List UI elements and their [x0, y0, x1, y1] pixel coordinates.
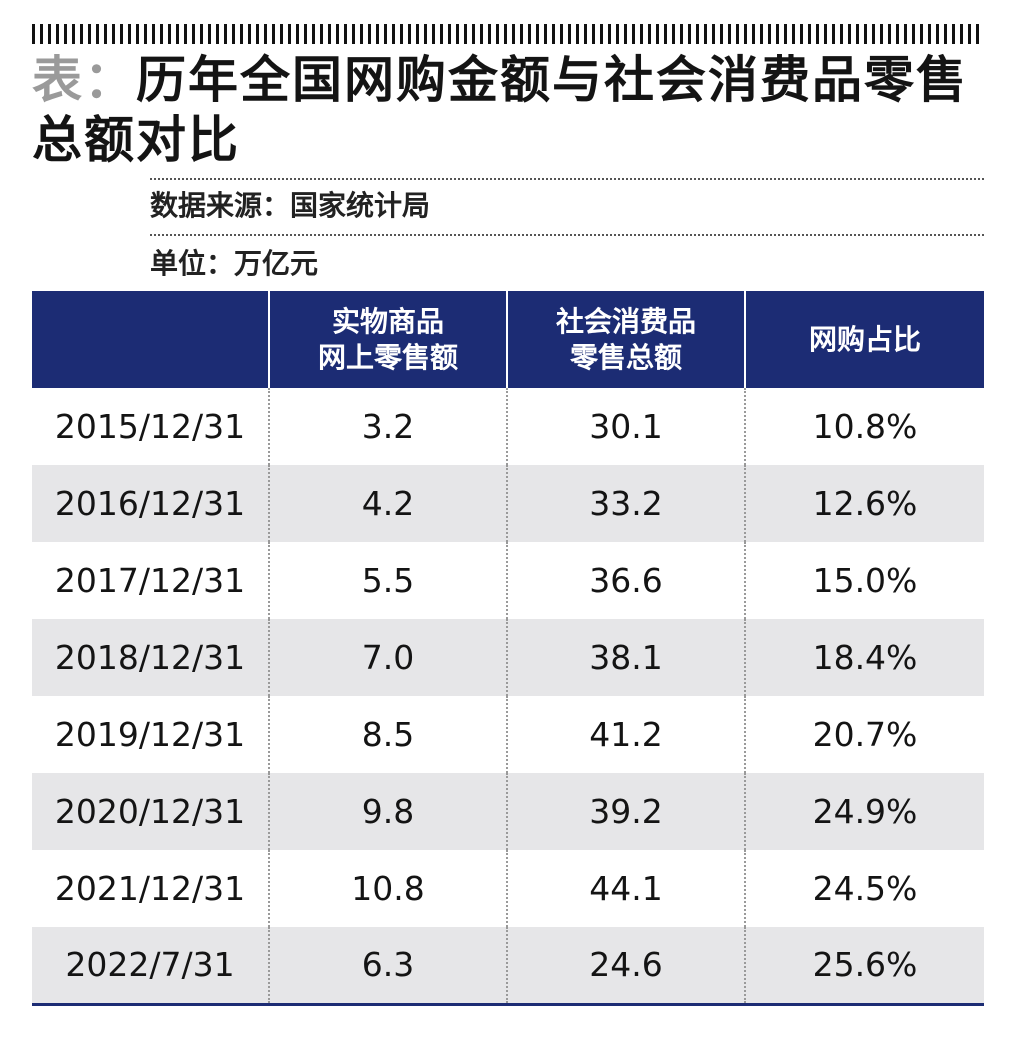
online-share-cell: 12.6%	[744, 465, 984, 542]
column-header-online-retail: 实物商品 网上零售额	[268, 291, 507, 388]
table-header-row: 实物商品 网上零售额 社会消费品 零售总额 网购占比	[32, 291, 984, 388]
total-retail-cell: 33.2	[506, 465, 745, 542]
total-retail-cell: 24.6	[506, 927, 745, 1004]
header-label-line: 网上零售额	[317, 340, 458, 374]
date-cell: 2017/12/31	[54, 561, 246, 600]
total-retail-cell: 44.1	[506, 850, 745, 927]
column-header-total-retail: 社会消费品 零售总额	[506, 291, 745, 388]
online-retail-cell: 6.3	[268, 927, 507, 1004]
table-row: 2020/12/31 9.8 39.2 24.9%	[32, 773, 984, 850]
data-table: 实物商品 网上零售额 社会消费品 零售总额 网购占比 2015/12/31 3.2 30.1…	[32, 291, 984, 1006]
total-retail-cell: 30.1	[506, 388, 745, 465]
total-retail-cell: 38.1	[506, 619, 745, 696]
online-share-cell: 10.8%	[744, 388, 984, 465]
online-share-cell: 25.6%	[744, 927, 984, 1004]
table-row: 2018/12/31 7.0 38.1 18.4%	[32, 619, 984, 696]
online-retail-cell: 10.8	[268, 850, 507, 927]
title-text: 历年全国网购金额与社会消费品零售总额对比	[32, 51, 968, 169]
date-cell: 2016/12/31	[54, 484, 246, 523]
online-retail-cell: 9.8	[268, 773, 507, 850]
date-cell: 2021/12/31	[54, 869, 246, 908]
source-note: 数据来源：国家统计局	[150, 189, 431, 222]
table-row: 2017/12/31 5.5 36.6 15.0%	[32, 542, 984, 619]
table-row: 2015/12/31 3.2 30.1 10.8%	[32, 388, 984, 465]
online-retail-cell: 7.0	[268, 619, 507, 696]
decorative-barcode-strip	[32, 24, 984, 44]
header-label-line: 零售总额	[569, 340, 682, 374]
online-retail-cell: 8.5	[268, 696, 507, 773]
date-cell: 2019/12/31	[54, 715, 246, 754]
online-retail-cell: 5.5	[268, 542, 507, 619]
online-retail-cell: 3.2	[268, 388, 507, 465]
column-header-date	[32, 291, 269, 388]
table-row: 2021/12/31 10.8 44.1 24.5%	[32, 850, 984, 927]
online-retail-cell: 4.2	[268, 465, 507, 542]
online-share-cell: 24.9%	[744, 773, 984, 850]
total-retail-cell: 36.6	[506, 542, 745, 619]
divider	[150, 178, 984, 180]
column-header-online-share: 网购占比	[744, 291, 984, 388]
date-cell: 2015/12/31	[54, 407, 246, 446]
date-cell: 2022/7/31	[65, 945, 235, 985]
unit-note: 单位：万亿元	[150, 247, 319, 280]
online-share-cell: 24.5%	[744, 850, 984, 927]
header-label-line: 社会消费品	[555, 304, 696, 338]
total-retail-cell: 39.2	[506, 773, 745, 850]
date-cell: 2020/12/31	[54, 792, 246, 831]
chart-title: 表：历年全国网购金额与社会消费品零售总额对比	[32, 50, 984, 170]
table-row: 2019/12/31 8.5 41.2 20.7%	[32, 696, 984, 773]
title-prefix: 表：	[32, 51, 136, 109]
header-label-line: 实物商品	[331, 304, 444, 338]
total-retail-cell: 41.2	[506, 696, 745, 773]
table-row: 2022/7/31 6.3 24.6 25.6%	[32, 927, 984, 1004]
divider	[150, 234, 984, 236]
date-cell: 2018/12/31	[54, 638, 246, 677]
online-share-cell: 18.4%	[744, 619, 984, 696]
online-share-cell: 20.7%	[744, 696, 984, 773]
table-row: 2016/12/31 4.2 33.2 12.6%	[32, 465, 984, 542]
header-label-line: 网购占比	[808, 322, 921, 356]
online-share-cell: 15.0%	[744, 542, 984, 619]
